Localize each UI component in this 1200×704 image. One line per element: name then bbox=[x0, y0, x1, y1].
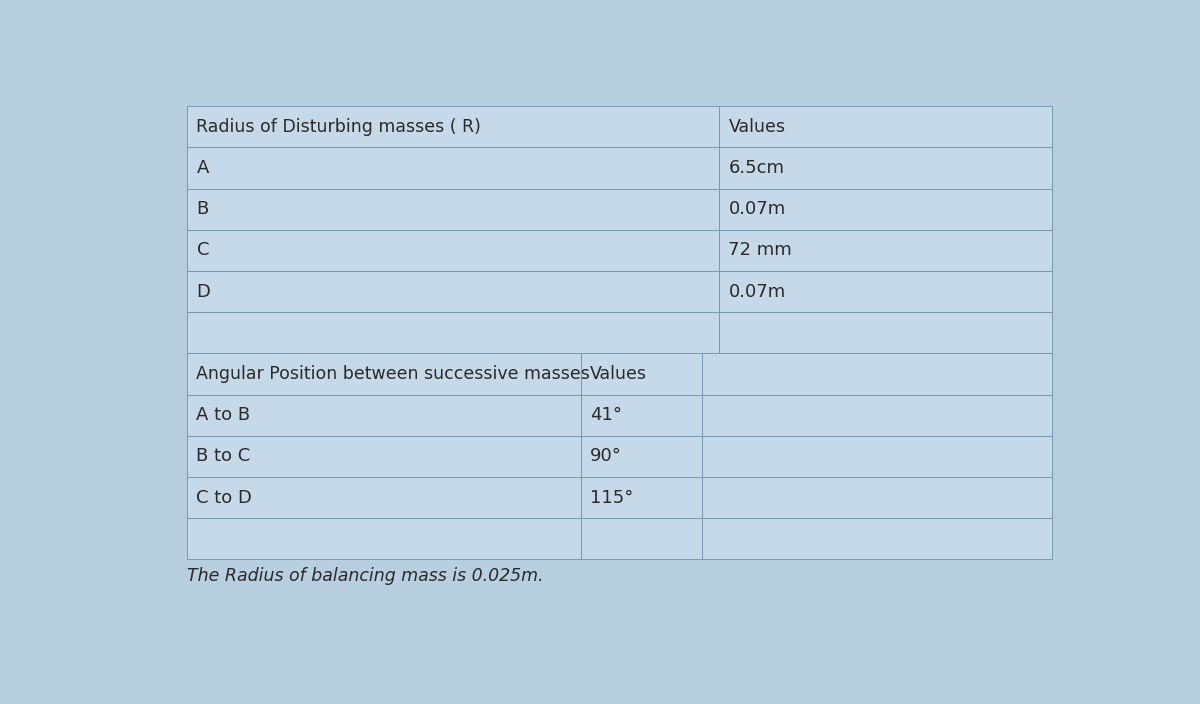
Bar bbox=[719, 147, 1052, 189]
Text: The Radius of balancing mass is 0.025m.: The Radius of balancing mass is 0.025m. bbox=[187, 567, 544, 586]
Bar bbox=[719, 189, 1052, 230]
Bar bbox=[581, 477, 702, 518]
Bar bbox=[719, 230, 1052, 271]
Text: C to D: C to D bbox=[197, 489, 252, 507]
Text: C: C bbox=[197, 241, 209, 259]
Bar bbox=[187, 230, 719, 271]
Text: Radius of Disturbing masses ( R): Radius of Disturbing masses ( R) bbox=[197, 118, 481, 136]
Bar bbox=[187, 394, 581, 436]
Text: 0.07m: 0.07m bbox=[728, 200, 786, 218]
Bar bbox=[702, 353, 1052, 394]
Bar bbox=[187, 147, 719, 189]
Text: 90°: 90° bbox=[590, 447, 622, 465]
Bar bbox=[719, 106, 1052, 147]
Bar bbox=[187, 518, 581, 560]
Bar bbox=[719, 312, 1052, 353]
Bar bbox=[187, 477, 581, 518]
Text: 0.07m: 0.07m bbox=[728, 282, 786, 301]
Bar bbox=[702, 436, 1052, 477]
Bar bbox=[702, 518, 1052, 560]
Bar bbox=[187, 312, 719, 353]
Text: 41°: 41° bbox=[590, 406, 622, 424]
Text: 115°: 115° bbox=[590, 489, 634, 507]
Bar bbox=[187, 271, 719, 312]
Text: B: B bbox=[197, 200, 209, 218]
Text: Values: Values bbox=[728, 118, 786, 136]
Bar bbox=[187, 106, 719, 147]
Bar bbox=[581, 353, 702, 394]
Text: B to C: B to C bbox=[197, 447, 251, 465]
Bar bbox=[187, 436, 581, 477]
Bar bbox=[719, 271, 1052, 312]
Text: D: D bbox=[197, 282, 210, 301]
Text: A: A bbox=[197, 159, 209, 177]
Bar bbox=[187, 353, 581, 394]
Bar bbox=[581, 436, 702, 477]
Text: 72 mm: 72 mm bbox=[728, 241, 792, 259]
Text: Angular Position between successive masses: Angular Position between successive mass… bbox=[197, 365, 590, 383]
Text: Values: Values bbox=[590, 365, 647, 383]
Bar bbox=[581, 518, 702, 560]
Text: A to B: A to B bbox=[197, 406, 251, 424]
Text: 6.5cm: 6.5cm bbox=[728, 159, 785, 177]
Bar bbox=[702, 394, 1052, 436]
Bar bbox=[581, 394, 702, 436]
Bar bbox=[702, 477, 1052, 518]
Bar bbox=[187, 189, 719, 230]
